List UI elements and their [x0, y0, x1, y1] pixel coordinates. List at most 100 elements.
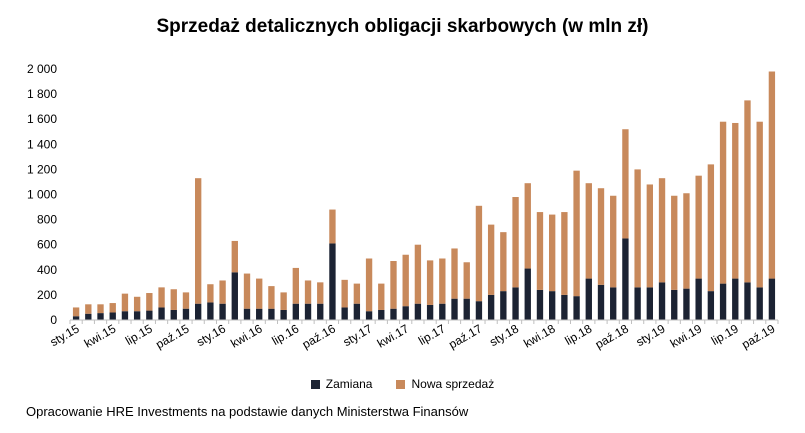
bar-nowa-sprzedaz	[146, 293, 153, 311]
bar-nowa-sprzedaz	[610, 195, 617, 288]
bar-nowa-sprzedaz	[756, 121, 763, 288]
bar-nowa-sprzedaz	[390, 261, 397, 309]
y-tick-label: 0	[50, 313, 57, 327]
y-tick-label: 1 800	[27, 87, 57, 101]
bar-zamiana	[634, 287, 641, 320]
bar-nowa-sprzedaz	[719, 121, 727, 284]
y-tick-label: 1 200	[27, 162, 57, 176]
bar-zamiana	[390, 308, 397, 320]
bar-zamiana	[121, 311, 129, 320]
bar-zamiana	[170, 309, 177, 320]
x-tick-label: lip.16	[269, 321, 301, 348]
bar-nowa-sprzedaz	[683, 193, 690, 289]
y-axis: 0 200 400 600 800 1 000 1 200 1 400 1 600 1 800 2 …	[27, 62, 57, 327]
bar-zamiana	[500, 291, 507, 320]
legend-item-zamiana: Zamiana	[310, 377, 372, 391]
legend: Zamiana Nowa sprzedaż	[0, 377, 805, 391]
bar-zamiana	[695, 278, 702, 320]
bar-nowa-sprzedaz	[207, 284, 214, 303]
bar-nowa-sprzedaz	[768, 71, 776, 279]
bar-zamiana	[536, 289, 544, 320]
bar-zamiana	[475, 301, 483, 320]
bar-zamiana	[353, 303, 361, 320]
x-tick-label: sty.18	[487, 321, 521, 349]
stacked-bar-chart: 0 200 400 600 800 1 000 1 200 1 400 1 600 1 800 2 …	[27, 62, 779, 352]
bar-zamiana	[182, 308, 190, 320]
bar-nowa-sprzedaz	[317, 282, 324, 304]
bar-nowa-sprzedaz	[426, 260, 434, 305]
y-tick-label: 1 000	[27, 188, 57, 202]
bar-zamiana	[195, 303, 202, 320]
bar-nowa-sprzedaz	[634, 169, 641, 288]
y-tick-label: 2 000	[27, 62, 57, 76]
bar-nowa-sprzedaz	[402, 254, 409, 307]
bar-zamiana	[133, 311, 141, 320]
bar-zamiana	[512, 287, 519, 320]
bar-nowa-sprzedaz	[268, 286, 275, 309]
bar-zamiana	[561, 294, 568, 320]
bar-nowa-sprzedaz	[414, 244, 422, 304]
bar-nowa-sprzedaz	[463, 262, 470, 299]
bar-nowa-sprzedaz	[243, 273, 251, 309]
bar-nowa-sprzedaz	[487, 224, 495, 295]
bar-nowa-sprzedaz	[475, 205, 483, 302]
x-tick-label: sty.19	[634, 321, 668, 349]
x-tick-label: lip.17	[416, 321, 448, 348]
bar-nowa-sprzedaz	[622, 129, 629, 239]
source-note: Opracowanie HRE Investments na podstawie…	[26, 404, 469, 419]
x-tick-label: kwi.19	[668, 321, 705, 350]
legend-swatch-nowa-sprzedaz	[396, 379, 406, 389]
y-tick-label: 600	[37, 238, 57, 252]
bar-nowa-sprzedaz	[671, 195, 678, 290]
bar-zamiana	[231, 272, 238, 320]
bar-nowa-sprzedaz	[451, 248, 458, 299]
bar-zamiana	[317, 303, 324, 320]
x-tick-label: paź.19	[739, 321, 777, 351]
bar-zamiana	[451, 298, 458, 320]
bar-nowa-sprzedaz	[585, 183, 592, 279]
bar-nowa-sprzedaz	[121, 293, 129, 312]
bar-zamiana	[524, 268, 531, 320]
y-tick-label: 400	[37, 263, 57, 277]
bar-nowa-sprzedaz	[97, 304, 104, 314]
bar-nowa-sprzedaz	[744, 100, 751, 283]
bar-zamiana	[683, 288, 690, 321]
x-tick-label: kwi.16	[228, 321, 265, 350]
bar-zamiana	[304, 303, 312, 320]
y-tick-label: 1 400	[27, 137, 57, 151]
bar-zamiana	[585, 278, 592, 320]
x-tick-label: sty.17	[341, 321, 375, 349]
bar-nowa-sprzedaz	[561, 212, 568, 295]
bar-zamiana	[268, 308, 275, 320]
bar-nowa-sprzedaz	[219, 280, 226, 304]
bar-zamiana	[219, 303, 226, 320]
bar-zamiana	[549, 291, 556, 320]
bar-nowa-sprzedaz	[133, 296, 141, 312]
bar-nowa-sprzedaz	[365, 258, 373, 312]
bar-nowa-sprzedaz	[695, 175, 702, 279]
bar-zamiana	[207, 302, 214, 320]
bar-nowa-sprzedaz	[109, 303, 116, 313]
bar-zamiana	[243, 308, 251, 320]
bar-zamiana	[732, 278, 739, 320]
bar-zamiana	[365, 311, 373, 320]
bar-nowa-sprzedaz	[329, 209, 336, 244]
bar-nowa-sprzedaz	[378, 283, 385, 310]
x-tick-label: paź.18	[593, 321, 631, 351]
bar-zamiana	[85, 313, 92, 320]
legend-item-nowa-sprzedaz: Nowa sprzedaż	[396, 377, 494, 391]
bar-zamiana	[402, 306, 409, 320]
x-tick-label: sty.16	[194, 321, 228, 349]
bar-zamiana	[487, 294, 495, 320]
x-tick-label: paź.17	[446, 321, 484, 351]
bar-zamiana	[439, 303, 446, 320]
bar-zamiana	[768, 278, 776, 320]
bar-nowa-sprzedaz	[72, 307, 80, 317]
bar-nowa-sprzedaz	[182, 292, 190, 309]
x-tick-label: lip.18	[562, 321, 594, 348]
bar-zamiana	[573, 296, 580, 320]
bar-zamiana	[597, 284, 605, 320]
bar-nowa-sprzedaz	[512, 197, 519, 288]
bar-zamiana	[610, 287, 617, 320]
